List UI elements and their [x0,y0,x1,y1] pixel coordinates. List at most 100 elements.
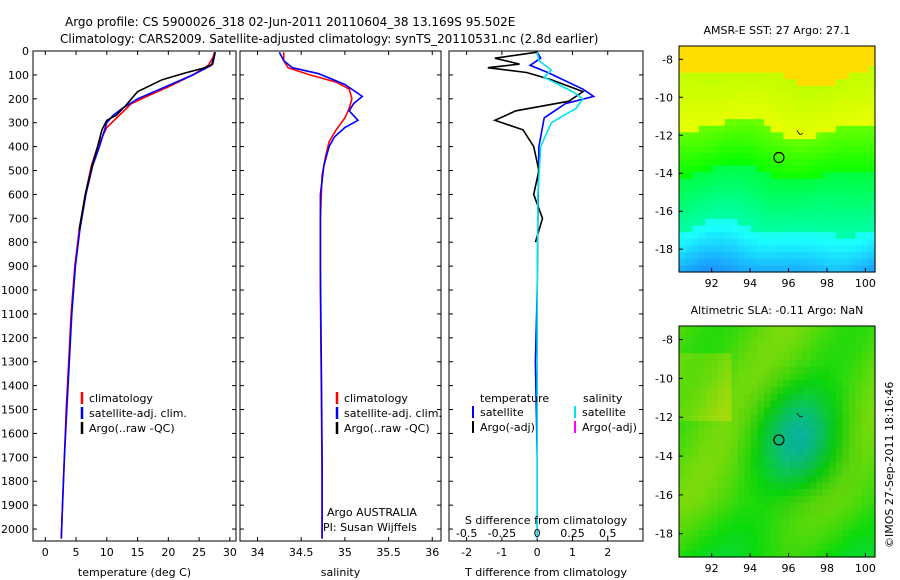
map-cell [803,265,811,273]
map-cell [718,52,726,60]
map-cell [803,159,811,167]
map-x-tick-label: 96 [782,562,796,575]
map-cell [790,59,798,67]
map-cell [718,192,726,200]
map-cell [835,245,843,253]
map-cell [835,52,843,60]
map-cell [757,238,765,246]
map-cell [848,380,856,388]
map-cell [679,448,687,456]
map-cell [868,72,876,80]
map-cell [718,339,726,347]
map-cell [750,455,758,463]
map-cell [829,407,837,415]
map-cell [705,414,713,422]
map-cell [777,523,785,531]
map-cell [868,441,876,449]
map-cell [829,79,837,87]
map-cell [724,461,732,470]
map-cell [731,550,739,558]
map-cell [822,65,830,74]
map-cell [796,434,804,443]
map-cell [783,218,791,226]
map-cell [848,99,856,107]
map-cell [718,468,726,477]
map-cell [731,421,739,429]
legend-label: Argo(..raw -QC) [89,422,175,435]
map-cell [796,387,804,395]
map-cell [763,238,771,246]
map-cell [829,339,837,347]
map-cell [692,448,700,456]
map-cell [698,79,706,87]
map-cell [822,46,830,54]
map-cell [770,232,778,240]
map-cell [777,72,785,80]
map-cell [816,475,824,483]
map-cell [868,139,876,147]
annotation-pi: PI: Susan Wijffels [323,521,417,534]
map-cell [796,198,804,207]
float-track [796,130,804,135]
map-cell [685,178,693,187]
map-cell [822,427,830,436]
map-cell [737,165,745,173]
map-cell [861,212,869,220]
map-cell [698,192,706,200]
map-cell [803,112,811,120]
map-cell [770,475,778,483]
map-cell [796,46,804,54]
map-cell [763,125,771,133]
map-cell [796,225,804,233]
map-cell [783,132,791,140]
map-cell [822,400,830,409]
map-cell [711,212,719,220]
map-cell [731,346,739,354]
map-cell [692,529,700,538]
map-cell [744,119,752,127]
map-cell [868,92,876,100]
map-cell [763,346,771,354]
map-cell [763,536,771,544]
map-cell [770,441,778,449]
map-cell [848,265,856,273]
map-cell [685,79,693,87]
map-cell [822,529,830,538]
map-cell [711,192,719,200]
map-cell [816,225,824,233]
map-cell [809,112,817,120]
map-cell [868,529,876,538]
map-cell [724,380,732,388]
map-cell [763,407,771,415]
map-cell [679,346,687,354]
map-cell [718,85,726,94]
map-cell [796,448,804,456]
map-cell [783,185,791,193]
map-cell [763,65,771,74]
map-cell [803,339,811,347]
map-cell [803,468,811,477]
map-cell [790,198,798,207]
map-cell [842,72,850,80]
map-cell [796,165,804,173]
map-cell [816,523,824,531]
map-cell [835,258,843,266]
map-cell [790,132,798,140]
map-cell [848,448,856,456]
map-cell [783,165,791,173]
map-cell [809,85,817,94]
map-cell [698,495,706,504]
map-cell [731,529,739,538]
map-cell [757,434,765,443]
map-cell [718,99,726,107]
map-cell [777,99,785,107]
map-cell [855,125,863,133]
map-cell [868,393,876,402]
map-cell [835,387,843,395]
map-cell [750,529,758,538]
map-cell [737,185,745,193]
map-cell [750,46,758,54]
map-cell [790,99,798,107]
map-cell [829,366,837,375]
map-cell [757,139,765,147]
